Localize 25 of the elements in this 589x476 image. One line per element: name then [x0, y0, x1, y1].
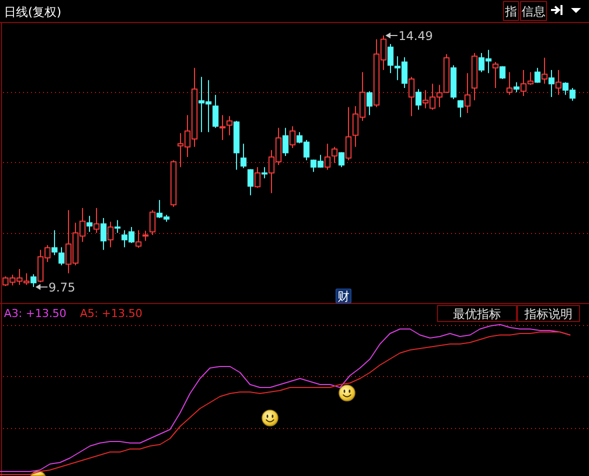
candlestick [464, 72, 470, 114]
candlestick [366, 90, 372, 116]
annotation: 9.75 [48, 280, 76, 294]
candlestick [94, 207, 100, 234]
candlestick [212, 94, 218, 128]
candlestick [114, 220, 120, 234]
candlestick [254, 166, 260, 188]
text: 信息 [522, 4, 546, 18]
candlestick [416, 88, 422, 110]
text: A5: +13.50 [80, 307, 142, 320]
candlestick [556, 69, 562, 96]
candlestick [514, 82, 520, 93]
candlestick [548, 69, 554, 98]
candlestick [86, 215, 92, 232]
candlestick [100, 218, 106, 250]
candlestick [220, 114, 226, 141]
text: 最优指标 [453, 307, 501, 321]
text: A3: +13.50 [4, 307, 66, 320]
candlestick [226, 116, 232, 136]
chart-title: 日线(复权) [4, 5, 62, 19]
annotation: 14.49 [398, 29, 433, 43]
text: 指标说明 [524, 307, 572, 321]
candlestick [542, 57, 548, 84]
candlestick [458, 100, 464, 118]
text: 指 [504, 4, 517, 18]
